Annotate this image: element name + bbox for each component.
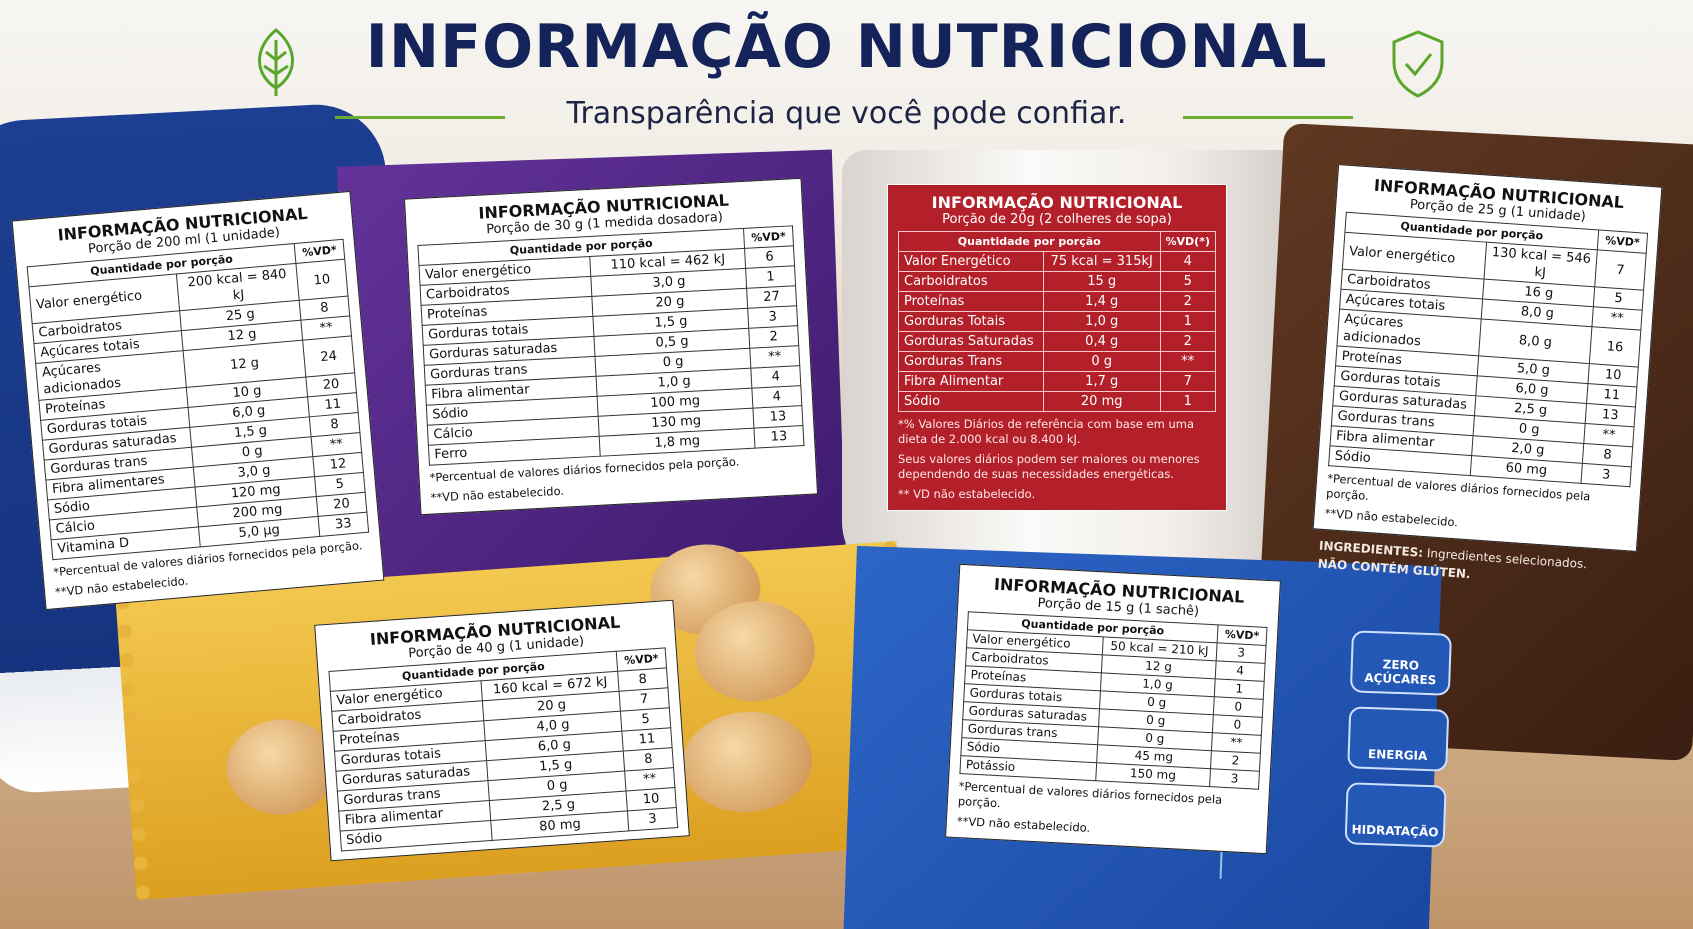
amount: 15 g xyxy=(1042,271,1161,292)
amount: 0,4 g xyxy=(1042,331,1161,352)
amount: 20 mg xyxy=(1042,391,1161,412)
nutrition-label: INFORMAÇÃO NUTRICIONAL Porção de 15 g (1 … xyxy=(945,563,1281,855)
portion: Porção de 20g (2 colheres de sopa) xyxy=(942,212,1172,227)
footnote: Seus valores diários podem ser maiores o… xyxy=(898,452,1200,481)
daily-value: 2 xyxy=(1159,291,1217,312)
daily-value: 33 xyxy=(318,512,369,537)
badges: ZERO AÇÚCARES ENERGIA HIDRATAÇÃO xyxy=(1344,630,1452,861)
nut xyxy=(679,707,816,817)
amount: 1,4 g xyxy=(1042,291,1161,312)
nutrient: Valor Energético xyxy=(898,251,1044,272)
nutrition-table: Quantidade por porção %VD* Valor energétic… xyxy=(27,239,370,561)
daily-value: 7 xyxy=(1594,249,1647,291)
daily-value: 6 xyxy=(744,245,795,269)
nutrition-table: Quantidade por porção %VD* Valor energétic… xyxy=(1328,212,1648,488)
nutrition-label: INFORMAÇÃO NUTRICIONAL Porção de 25 g (1 … xyxy=(1312,164,1663,552)
daily-value: 5 xyxy=(1159,271,1217,292)
amount: 1,0 g xyxy=(1042,311,1161,332)
daily-value: 3 xyxy=(747,305,798,329)
badge: ENERGIA xyxy=(1347,706,1450,772)
nutrition-label: INFORMAÇÃO NUTRICIONAL Porção de 200 ml (… xyxy=(11,190,385,611)
nutrient: Carboidratos xyxy=(898,271,1044,292)
daily-value: 7 xyxy=(1159,371,1217,392)
amount: 75 kcal = 315kJ xyxy=(1042,251,1161,272)
footnote: *% Valores Diários de referência com bas… xyxy=(898,417,1195,446)
daily-value: 1 xyxy=(745,265,796,289)
nutrient: Proteínas xyxy=(898,291,1044,312)
decor-line xyxy=(335,116,505,119)
daily-value: 2 xyxy=(748,325,799,349)
daily-value: 16 xyxy=(1589,326,1641,368)
subtitle: Transparência que você pode confiar. xyxy=(566,96,1127,131)
daily-value: 4 xyxy=(1159,251,1217,272)
table-row: Valor Energético 75 kcal = 315kJ 4 xyxy=(898,251,1217,272)
daily-value: 13 xyxy=(753,425,804,449)
daily-value: 1 xyxy=(1159,311,1217,332)
daily-value: 3 xyxy=(1580,463,1632,487)
nutrition-label: INFORMAÇÃO NUTRICIONAL Porção de 30 g (1 … xyxy=(403,177,819,516)
nutrition-label: INFORMAÇÃO NUTRICIONAL Porção de 20g (2 c… xyxy=(887,184,1227,511)
vd-header: %VD(*) xyxy=(1159,231,1217,252)
daily-value: 1 xyxy=(1159,391,1217,412)
badge: ZERO AÇÚCARES xyxy=(1349,630,1452,696)
daily-value: 10 xyxy=(295,259,348,301)
daily-value: 4 xyxy=(750,365,801,389)
title: INFORMAÇÃO NUTRICIONAL xyxy=(365,12,1328,82)
nutrient: Gorduras Saturadas xyxy=(898,331,1044,352)
vd-header: %VD* xyxy=(743,225,794,249)
amount: 0 g xyxy=(1042,351,1161,372)
table-row: Sódio 20 mg 1 xyxy=(898,391,1217,412)
shield-icon xyxy=(1392,30,1444,98)
leaf-icon xyxy=(258,28,294,96)
daily-value: 3 xyxy=(1209,768,1260,790)
daily-value: 4 xyxy=(751,385,802,409)
nutrient: Gorduras Trans xyxy=(898,351,1044,372)
nutrition-table: Quantidade por porção %VD* Valor energétic… xyxy=(959,611,1267,790)
daily-value: 2 xyxy=(1159,331,1217,352)
decor-line xyxy=(1183,116,1353,119)
footnote: ** VD não estabelecido. xyxy=(898,487,1036,501)
table-header: Quantidade por porção %VD(*) xyxy=(898,231,1217,252)
nutrient: Fibra Alimentar xyxy=(898,371,1044,392)
nutrient: Gorduras Totais xyxy=(898,311,1044,332)
daily-value: ** xyxy=(749,345,800,369)
nutrient: Sódio xyxy=(898,391,1044,412)
amount: 1,7 g xyxy=(1042,371,1161,392)
nutrition-table: Quantidade por porção %VD* Valor energétic… xyxy=(328,647,678,851)
table-row: Gorduras Trans 0 g ** xyxy=(898,351,1217,372)
nutrition-table: Quantidade por porção %VD* Valor energétic… xyxy=(417,225,804,466)
daily-value: 3 xyxy=(627,807,678,831)
badge: HIDRATAÇÃO xyxy=(1344,782,1447,848)
daily-value: 27 xyxy=(746,285,797,309)
daily-value: 24 xyxy=(302,335,355,378)
column-header: Quantidade por porção xyxy=(898,231,1161,252)
nutrition-table: Quantidade por porção %VD(*) Valor Energét… xyxy=(898,231,1217,412)
label-title: INFORMAÇÃO NUTRICIONAL xyxy=(931,193,1183,212)
nutrition-label: INFORMAÇÃO NUTRICIONAL Porção de 40 g (1 … xyxy=(314,599,690,862)
daily-value: ** xyxy=(1159,351,1217,372)
daily-value: 13 xyxy=(752,405,803,429)
